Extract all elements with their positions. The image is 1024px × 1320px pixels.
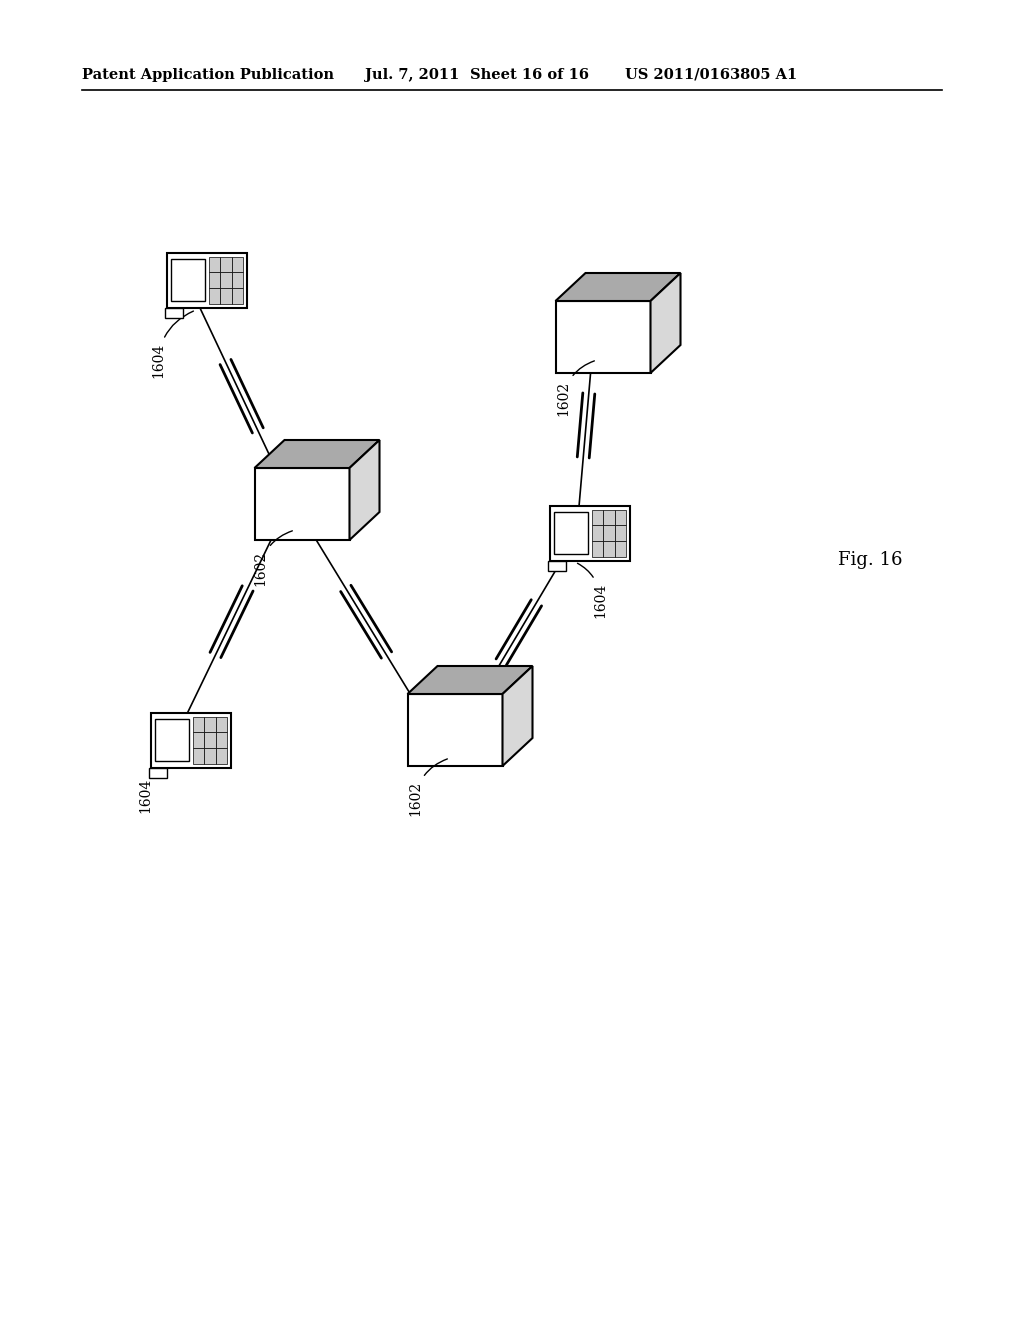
Polygon shape [554,512,588,553]
Polygon shape [255,469,349,540]
Polygon shape [231,256,243,272]
Polygon shape [592,541,603,557]
Polygon shape [220,256,231,272]
Polygon shape [204,748,215,763]
Polygon shape [349,440,380,540]
Text: 1604: 1604 [151,312,194,378]
Text: Jul. 7, 2011: Jul. 7, 2011 [365,69,460,82]
Polygon shape [193,717,204,733]
Text: 1604: 1604 [578,564,607,618]
Polygon shape [603,525,614,541]
Polygon shape [650,273,681,374]
Polygon shape [204,733,215,748]
Text: Fig. 16: Fig. 16 [838,550,902,569]
Text: US 2011/0163805 A1: US 2011/0163805 A1 [625,69,798,82]
Polygon shape [171,259,205,301]
Text: Sheet 16 of 16: Sheet 16 of 16 [470,69,589,82]
Polygon shape [555,301,650,374]
Polygon shape [603,510,614,525]
Polygon shape [165,308,183,318]
Polygon shape [548,561,566,570]
Polygon shape [151,713,231,767]
Polygon shape [215,717,227,733]
Polygon shape [592,510,603,525]
Polygon shape [614,525,626,541]
Polygon shape [220,288,231,304]
Text: 1604: 1604 [138,759,179,813]
Text: 1602: 1602 [408,759,447,816]
Polygon shape [167,252,247,308]
Polygon shape [255,440,380,469]
Polygon shape [209,288,220,304]
Polygon shape [231,272,243,288]
Polygon shape [204,717,215,733]
Text: Patent Application Publication: Patent Application Publication [82,69,334,82]
Polygon shape [215,733,227,748]
Text: 1602: 1602 [556,360,594,416]
Polygon shape [550,506,630,561]
Polygon shape [155,719,188,760]
Polygon shape [555,273,681,301]
Polygon shape [209,272,220,288]
Polygon shape [209,256,220,272]
Polygon shape [592,525,603,541]
Polygon shape [614,541,626,557]
Polygon shape [231,288,243,304]
Polygon shape [220,272,231,288]
Polygon shape [603,541,614,557]
Polygon shape [408,694,503,766]
Polygon shape [150,767,167,777]
Polygon shape [408,667,532,694]
Polygon shape [193,733,204,748]
Polygon shape [215,748,227,763]
Polygon shape [503,667,532,766]
Polygon shape [193,748,204,763]
Text: 1602: 1602 [253,531,292,586]
Polygon shape [614,510,626,525]
